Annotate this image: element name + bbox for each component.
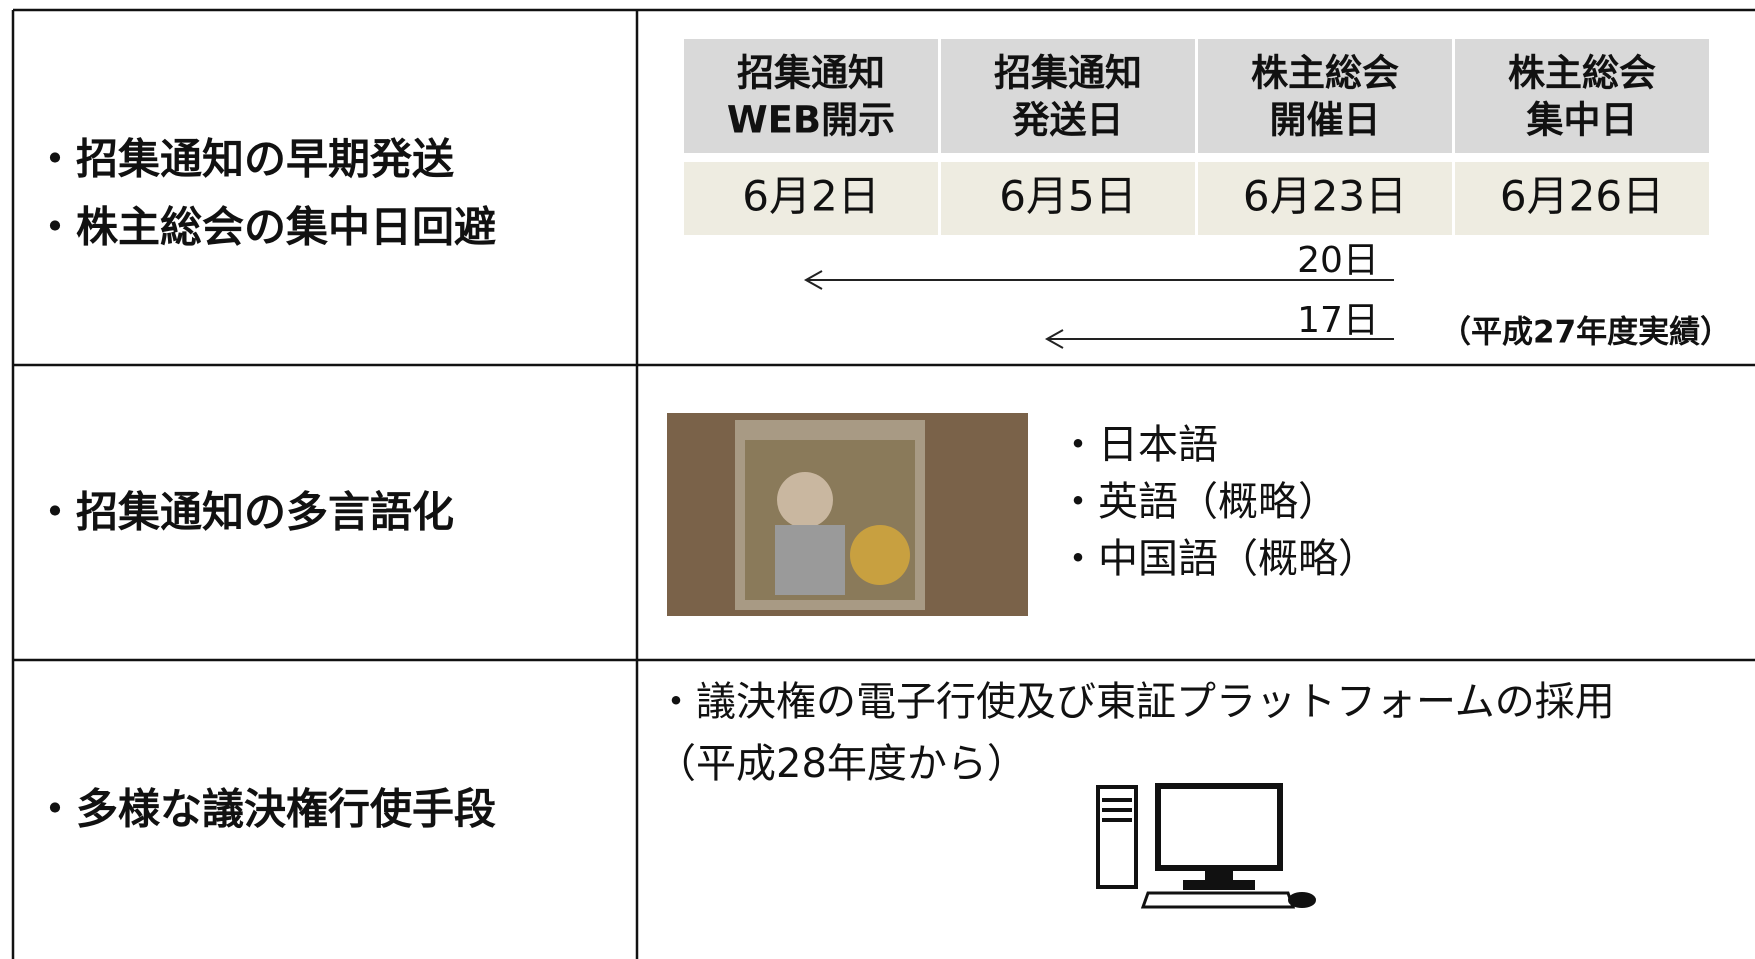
table-frame bbox=[11, 8, 1755, 959]
header-text: WEB開示 bbox=[727, 99, 895, 142]
language-item: ・中国語（概略） bbox=[1058, 536, 1378, 582]
header-text: 集中日 bbox=[1526, 99, 1638, 142]
date-cell bbox=[1198, 162, 1452, 235]
date-cell bbox=[941, 162, 1195, 235]
header-text: 招集通知 bbox=[994, 52, 1142, 95]
header-text: 株主総会 bbox=[1251, 52, 1399, 95]
row-label: ・多様な議決権行使手段 bbox=[34, 785, 496, 834]
body-text: ・議決権の電子行使及び東証プラットフォームの採用 bbox=[656, 679, 1615, 725]
date-text: 6月2日 bbox=[742, 172, 879, 221]
interval-label: 17日 bbox=[1297, 300, 1379, 341]
language-item: ・日本語 bbox=[1058, 422, 1218, 468]
row-label: ・招集通知の早期発送 bbox=[34, 135, 454, 184]
header-text: 開催日 bbox=[1270, 99, 1381, 142]
header-cell bbox=[941, 39, 1195, 153]
header-text: 招集通知 bbox=[737, 52, 885, 95]
date-text: 6月5日 bbox=[999, 172, 1136, 221]
header-text: 株主総会 bbox=[1508, 52, 1656, 95]
language-item: ・英語（概略） bbox=[1058, 479, 1338, 525]
body-text: （平成28年度から） bbox=[656, 741, 1027, 787]
header-text: 発送日 bbox=[1012, 99, 1124, 142]
computer-icon bbox=[1096, 783, 1316, 909]
row-label: ・招集通知の多言語化 bbox=[34, 488, 454, 537]
header-cell bbox=[1455, 39, 1709, 153]
row-label: ・株主総会の集中日回避 bbox=[34, 203, 496, 252]
note: （平成27年度実績） bbox=[1440, 315, 1731, 351]
date-cell bbox=[1455, 162, 1709, 235]
arrows bbox=[803, 270, 1394, 349]
header-cell bbox=[1198, 39, 1452, 153]
date-text: 6月23日 bbox=[1243, 172, 1407, 221]
date-cell bbox=[684, 162, 938, 235]
date-text: 6月26日 bbox=[1500, 172, 1664, 221]
interval-label: 20日 bbox=[1297, 240, 1379, 281]
photo bbox=[667, 413, 1028, 616]
header-cell bbox=[684, 39, 938, 153]
